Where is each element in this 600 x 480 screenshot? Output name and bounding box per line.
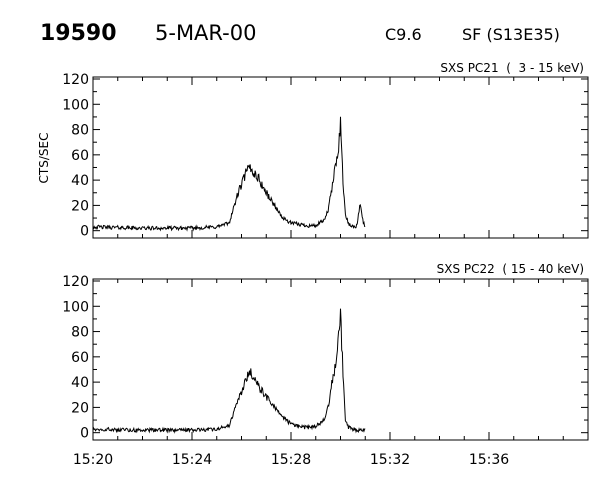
x-tick-label: 15:24 (172, 452, 212, 468)
y-tick-label: 80 (71, 123, 89, 139)
y-tick-label: 20 (71, 400, 89, 416)
x-tick-label: 15:32 (370, 452, 410, 468)
y-tick-label: 60 (71, 148, 89, 164)
series-line-pc21 (92, 116, 366, 232)
flare-info: SF (S13E35) (462, 25, 560, 44)
y-tick-label: 120 (62, 274, 89, 290)
header: 19590 5-MAR-00 C9.6 SF (S13E35) (40, 21, 560, 46)
y-tick-label: 40 (71, 375, 89, 391)
y-tick-labels-pc21: 0 20 40 60 80 100 120 (62, 72, 89, 240)
x-tick-label: 15:28 (271, 452, 311, 468)
panel-pc21: SXS PC21 ( 3 - 15 keV) CTS/SEC 0 20 40 60 80… (37, 61, 589, 240)
plot-frame-pc21 (92, 76, 589, 239)
axis-ticks-pc21 (92, 77, 589, 238)
y-tick-label: 120 (62, 72, 89, 88)
y-tick-label: 100 (62, 299, 89, 315)
panel-title-pc22: SXS PC22 ( 15 - 40 keV) (437, 262, 584, 276)
y-tick-label: 20 (71, 198, 89, 214)
y-tick-label: 0 (80, 224, 89, 240)
y-tick-label: 80 (71, 325, 89, 341)
panel-pc22: SXS PC22 ( 15 - 40 keV) 0 20 40 60 80 100 120 (62, 262, 589, 442)
y-tick-labels-pc22: 0 20 40 60 80 100 120 (62, 274, 89, 442)
x-tick-label: 15:20 (73, 452, 113, 468)
event-date: 5-MAR-00 (155, 21, 256, 45)
x-tick-labels: 15:20 15:24 15:28 15:32 15:36 (73, 452, 509, 468)
y-tick-label: 40 (71, 173, 89, 189)
y-axis-label: CTS/SEC (37, 133, 51, 184)
plot-frame-pc22 (92, 278, 589, 441)
goes-class: C9.6 (385, 25, 422, 44)
axis-ticks-pc22 (92, 279, 589, 440)
event-id: 19590 (40, 21, 117, 46)
panel-title-pc21: SXS PC21 ( 3 - 15 keV) (440, 61, 584, 75)
y-tick-label: 0 (80, 426, 89, 442)
x-tick-label: 15:36 (469, 452, 509, 468)
series-line-pc22 (92, 308, 366, 434)
y-tick-label: 60 (71, 350, 89, 366)
y-tick-label: 100 (62, 97, 89, 113)
